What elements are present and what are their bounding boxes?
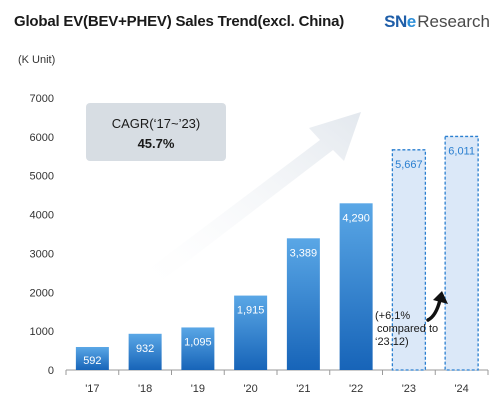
cagr-callout: CAGR(‘17~’23) 45.7% (86, 103, 226, 161)
logo-sn: SN (384, 12, 407, 31)
bars-group: 592 932 1,095 1,915 3,389 4,290 5,667 6,011 (75, 135, 479, 371)
forecast-bar (391, 149, 427, 371)
x-tick-label: '22 (349, 383, 363, 395)
note-line-1: (+6.1% (375, 310, 410, 322)
bar-value-label: 4,290 (342, 212, 370, 224)
y-tick-label: 6000 (30, 132, 54, 144)
bar (286, 238, 320, 370)
x-axis: '17 '18 '19 '20 '21 '22 '23 '24 (65, 370, 489, 395)
forecast-bar (444, 135, 479, 371)
y-tick-label: 3000 (30, 248, 54, 260)
x-tick-label: '19 (191, 383, 205, 395)
cagr-box (86, 103, 226, 161)
x-tick-label: '21 (296, 383, 310, 395)
bar-value-label: 592 (83, 355, 101, 367)
bar-value-label: 3,389 (290, 247, 318, 259)
cagr-value: 45.7% (138, 136, 175, 151)
bar-value-label: 5,667 (395, 159, 423, 171)
logo-research: Research (417, 12, 490, 31)
y-tick-label: 0 (48, 365, 54, 377)
logo-e: e (406, 12, 417, 31)
bar-value-label: 1,915 (237, 305, 265, 317)
bar (128, 333, 162, 370)
note-line-3: ‘23.12) (375, 336, 409, 348)
note-line-2: compared to (377, 323, 438, 335)
bar (181, 327, 215, 370)
cagr-label: CAGR(‘17~’23) (112, 116, 201, 131)
chart-title: Global EV(BEV+PHEV) Sales Trend(excl. Ch… (14, 13, 345, 30)
growth-arrow (150, 112, 361, 280)
x-tick-label: '23 (402, 383, 416, 395)
y-tick-label: 7000 (30, 93, 54, 105)
bar (234, 295, 268, 370)
y-unit-label: (K Unit) (18, 54, 56, 66)
x-tick-label: '17 (85, 383, 99, 395)
x-tick-label: '20 (243, 383, 257, 395)
bar-value-label: 932 (136, 343, 154, 355)
y-tick-label: 1000 (30, 326, 54, 338)
y-tick-label: 5000 (30, 171, 54, 183)
y-tick-label: 2000 (30, 287, 54, 299)
bar-value-label: 1,095 (184, 336, 212, 348)
sne-research-logo: SN e Research (384, 12, 490, 32)
bar-value-label: 6,011 (448, 145, 475, 157)
x-tick-label: '18 (138, 383, 152, 395)
growth-note: (+6.1% compared to ‘23.12) (375, 310, 438, 348)
up-arrow-icon (426, 291, 448, 322)
x-tick-label: '24 (454, 383, 468, 395)
bar (75, 346, 109, 370)
bar (339, 203, 373, 370)
y-tick-label: 4000 (30, 210, 54, 222)
